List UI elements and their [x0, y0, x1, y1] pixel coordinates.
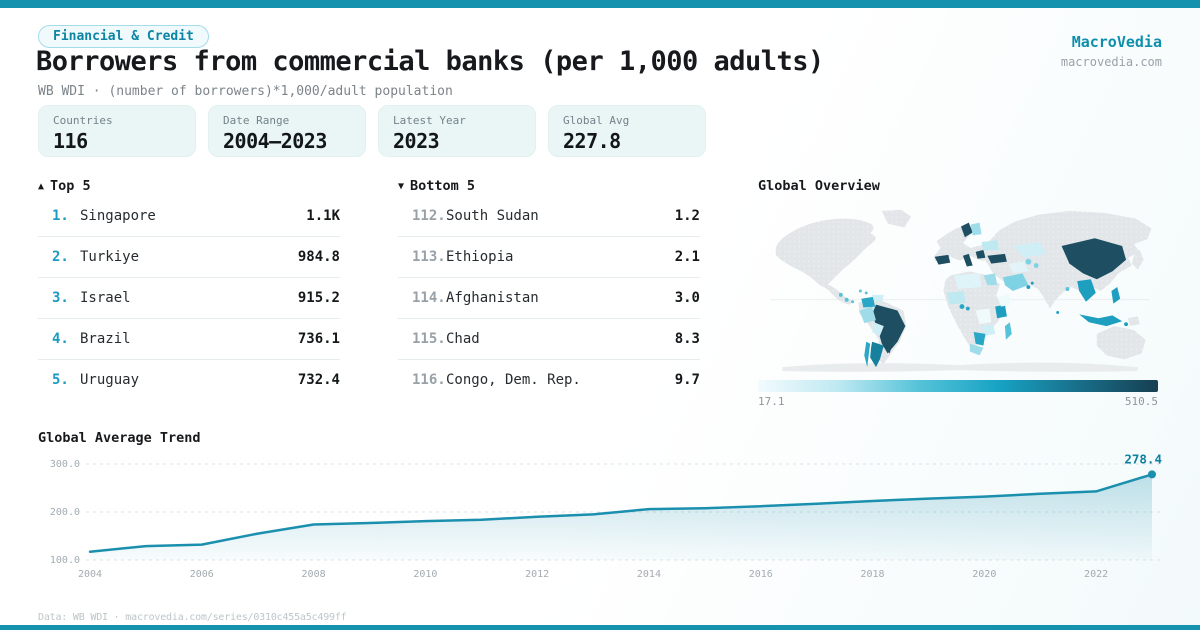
- rank: 2.: [52, 249, 69, 265]
- svg-text:2018: 2018: [860, 569, 884, 580]
- color-scale-bar: [758, 380, 1158, 392]
- stat-card-date-range: Date Range 2004–2023: [208, 105, 366, 157]
- stat-value: 116: [53, 129, 88, 153]
- country-value: 736.1: [297, 331, 340, 347]
- rank: 4.: [52, 331, 69, 347]
- brand-domain: macrovedia.com: [1060, 55, 1162, 69]
- country-name: Ethiopia: [446, 249, 514, 265]
- country-value: 2.1: [674, 249, 700, 265]
- stat-value: 227.8: [563, 129, 621, 153]
- trend-panel: Global Average Trend 300.0 200.0 100.0 2004…: [38, 430, 1168, 584]
- top5-list: ▲ Top 5 1. Singapore 1.1K 2. Turkiye 984.…: [38, 178, 340, 408]
- country-value: 1.1K: [306, 208, 340, 224]
- color-scale-labels: 17.1 510.5: [758, 395, 1158, 408]
- top-accent-bar: [0, 0, 1200, 8]
- category-badge: Financial & Credit: [38, 25, 209, 48]
- country-value: 1.2: [674, 208, 700, 224]
- country-name: Uruguay: [80, 372, 140, 388]
- rank: 112.: [412, 208, 446, 224]
- country-value: 3.0: [674, 290, 700, 306]
- footer-source: Data: WB WDI · macrovedia.com/series/031…: [38, 612, 347, 623]
- list-item: 5. Uruguay 732.4: [38, 360, 340, 400]
- country-value: 9.7: [674, 372, 700, 388]
- rank: 5.: [52, 372, 69, 388]
- list-item: 1. Singapore 1.1K: [38, 196, 340, 237]
- list-item: 112. South Sudan 1.2: [398, 196, 700, 237]
- map-title: Global Overview: [758, 178, 880, 194]
- stat-card-latest-year: Latest Year 2023: [378, 105, 536, 157]
- bottom5-list: ▼ Bottom 5 112. South Sudan 1.2 113. Ethi…: [398, 178, 700, 408]
- rank: 116.: [412, 372, 446, 388]
- bottom-accent-bar: [0, 625, 1200, 630]
- stats-row: Countries 116 Date Range 2004–2023 Lates…: [38, 105, 706, 157]
- svg-text:2016: 2016: [749, 569, 773, 580]
- country-value: 915.2: [297, 290, 340, 306]
- bottom5-header: ▼ Bottom 5: [398, 178, 700, 196]
- svg-text:2020: 2020: [972, 569, 996, 580]
- svg-text:2008: 2008: [302, 569, 326, 580]
- brand: MacroVedia macrovedia.com: [1061, 33, 1162, 69]
- svg-text:200.0: 200.0: [50, 507, 80, 518]
- scale-max-label: 510.5: [1124, 395, 1158, 408]
- stat-label: Countries: [53, 114, 113, 127]
- country-name: Chad: [446, 331, 480, 347]
- main-panels: ▲ Top 5 1. Singapore 1.1K 2. Turkiye 984.…: [38, 178, 1162, 408]
- country-value: 8.3: [674, 331, 700, 347]
- svg-text:100.0: 100.0: [50, 555, 80, 566]
- country-name: Congo, Dem. Rep.: [446, 372, 581, 388]
- list-item: 115. Chad 8.3: [398, 319, 700, 360]
- svg-text:2022: 2022: [1084, 569, 1108, 580]
- svg-text:300.0: 300.0: [50, 459, 80, 470]
- svg-text:278.4: 278.4: [1124, 452, 1162, 466]
- list-item: 113. Ethiopia 2.1: [398, 237, 700, 278]
- list-item: 114. Afghanistan 3.0: [398, 278, 700, 319]
- list-item: 4. Brazil 736.1: [38, 319, 340, 360]
- bottom5-header-label: Bottom 5: [410, 178, 476, 194]
- rank: 3.: [52, 290, 69, 306]
- stat-label: Date Range: [223, 114, 290, 127]
- svg-text:2006: 2006: [190, 569, 214, 580]
- rank: 113.: [412, 249, 446, 265]
- country-name: Afghanistan: [446, 290, 539, 306]
- stat-label: Global Avg: [563, 114, 630, 127]
- stat-value: 2004–2023: [223, 129, 327, 153]
- country-name: Singapore: [80, 208, 156, 224]
- stat-card-countries: Countries 116: [38, 105, 196, 157]
- top5-header: ▲ Top 5: [38, 178, 340, 196]
- map-colored-countries: [838, 222, 1128, 368]
- rank: 115.: [412, 331, 446, 347]
- rank: 114.: [412, 290, 446, 306]
- scale-min-label: 17.1: [758, 395, 785, 408]
- country-name: Turkiye: [80, 249, 140, 265]
- subtitle: WB WDI · (number of borrowers)*1,000/adu…: [38, 84, 453, 99]
- country-value: 732.4: [297, 372, 340, 388]
- stat-value: 2023: [393, 129, 440, 153]
- country-value: 984.8: [297, 249, 340, 265]
- svg-text:2012: 2012: [525, 569, 549, 580]
- down-triangle-icon: ▼: [398, 181, 405, 192]
- world-map-choropleth: [770, 209, 1152, 372]
- list-item: 2. Turkiye 984.8: [38, 237, 340, 278]
- trend-area-chart: 300.0 200.0 100.0 2004 2006 2008 2010 2012 2014 2…: [50, 452, 1164, 580]
- stat-card-global-avg: Global Avg 227.8: [548, 105, 706, 157]
- country-name: South Sudan: [446, 208, 539, 224]
- list-item: 3. Israel 915.2: [38, 278, 340, 319]
- svg-text:2014: 2014: [637, 569, 661, 580]
- country-name: Israel: [80, 290, 131, 306]
- list-item: 116. Congo, Dem. Rep. 9.7: [398, 360, 700, 400]
- up-triangle-icon: ▲: [38, 181, 45, 192]
- map-panel: Global Overview: [758, 178, 1162, 408]
- stat-label: Latest Year: [393, 114, 466, 127]
- trend-title: Global Average Trend: [38, 430, 201, 446]
- rank: 1.: [52, 208, 69, 224]
- svg-text:2010: 2010: [413, 569, 437, 580]
- country-name: Brazil: [80, 331, 131, 347]
- page-title: Borrowers from commercial banks (per 1,0…: [36, 46, 824, 77]
- top5-header-label: Top 5: [50, 178, 91, 194]
- svg-text:2004: 2004: [78, 569, 102, 580]
- map-base-land: [775, 209, 1152, 372]
- brand-name: MacroVedia: [1071, 33, 1162, 51]
